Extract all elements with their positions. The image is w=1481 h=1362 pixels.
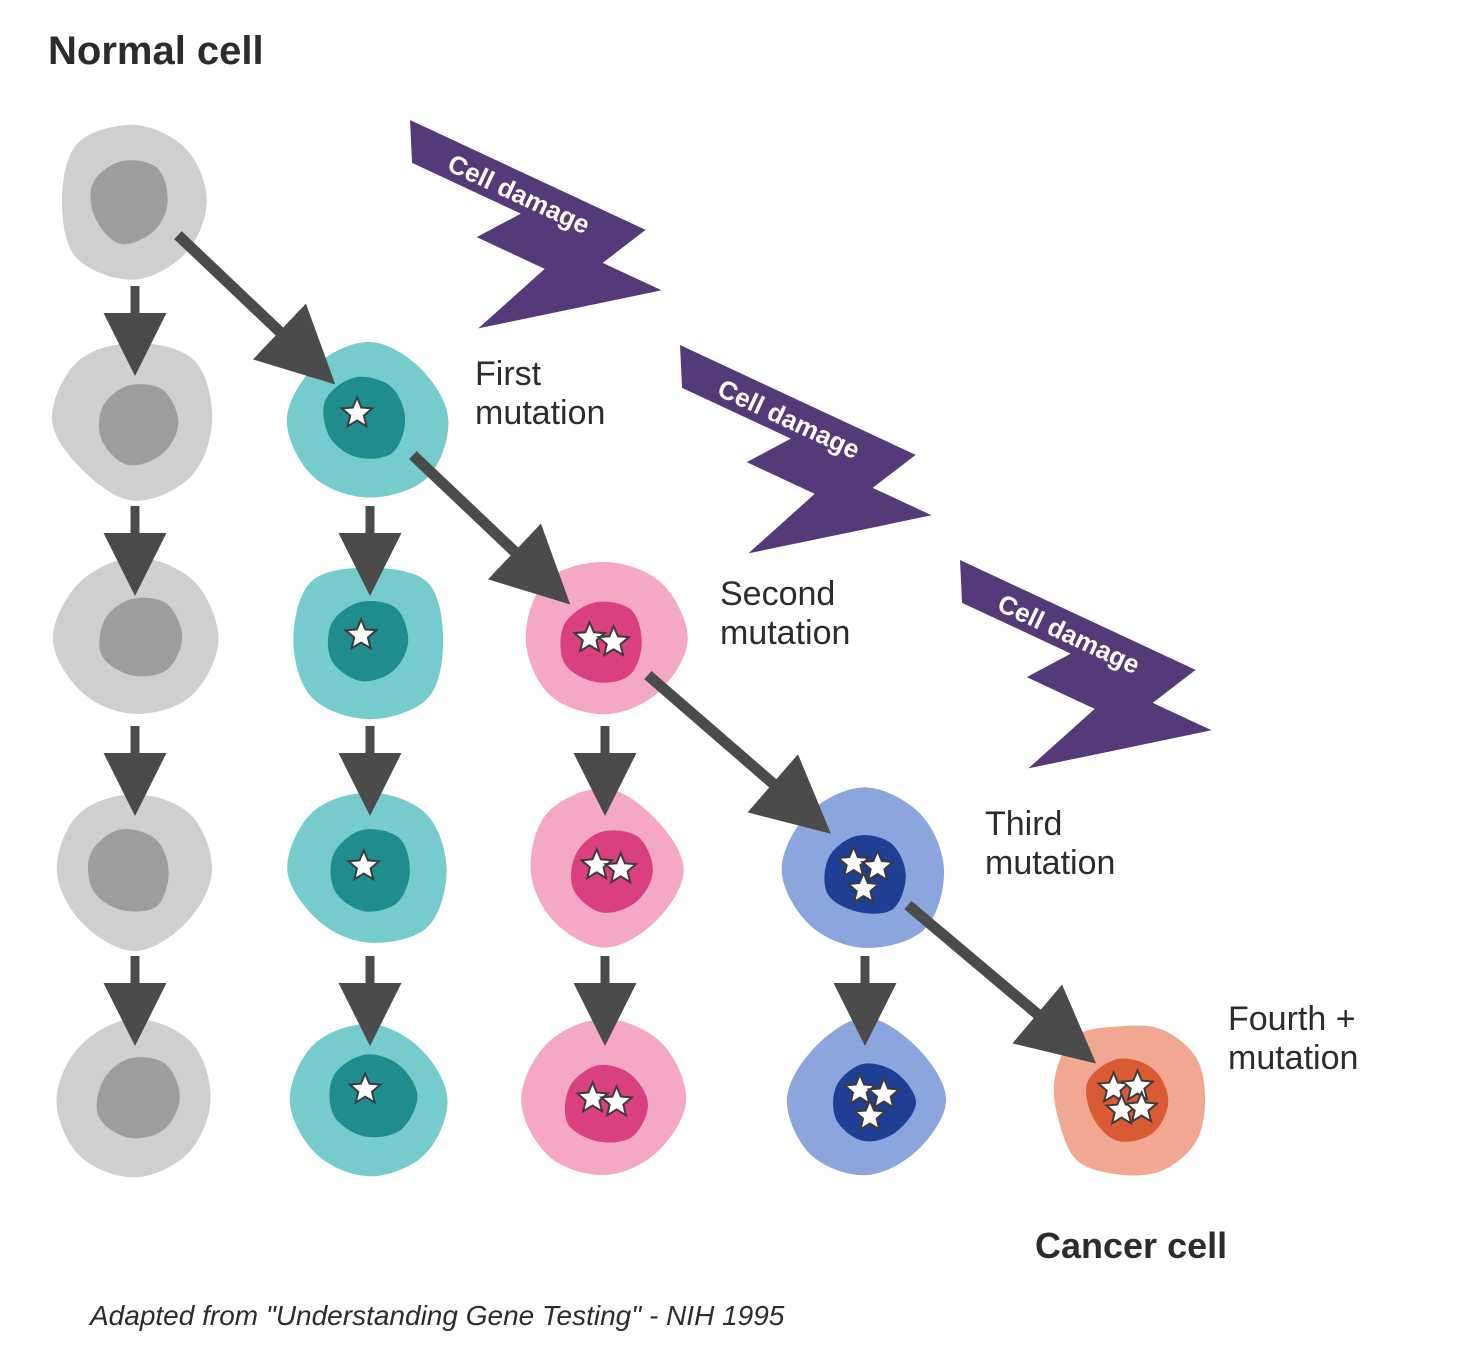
mutation1-line2: mutation <box>475 394 605 432</box>
mutation3-line2: mutation <box>985 844 1115 882</box>
diagonal-arrow-icon <box>648 675 814 819</box>
diagram-stage: Cell damageCell damageCell damage Normal… <box>0 0 1481 1362</box>
cell-damage-bolt: Cell damage <box>892 560 1232 832</box>
mutation4-line1: Fourth + <box>1228 1000 1356 1038</box>
title-label: Normal cell <box>48 28 264 74</box>
mutation1-label: First mutation <box>475 355 605 433</box>
mutation1-line1: First <box>475 355 541 393</box>
cancer-label: Cancer cell <box>1035 1225 1227 1266</box>
mutation3-label: Third mutation <box>985 805 1115 883</box>
mutation2-label: Second mutation <box>720 575 850 653</box>
mutation3-line1: Third <box>985 805 1062 843</box>
diagonal-arrow-icon <box>908 905 1079 1049</box>
diagonal-arrow-icon <box>178 235 319 369</box>
diagram-svg: Cell damageCell damageCell damage <box>0 0 1481 1362</box>
mutation2-line2: mutation <box>720 614 850 652</box>
mutation4-line2: mutation <box>1228 1039 1358 1077</box>
mutation2-line1: Second <box>720 575 835 613</box>
diagonal-arrow-icon <box>413 455 554 589</box>
citation-label: Adapted from "Understanding Gene Testing… <box>90 1300 784 1332</box>
mutation4-label: Fourth + mutation <box>1228 1000 1358 1078</box>
